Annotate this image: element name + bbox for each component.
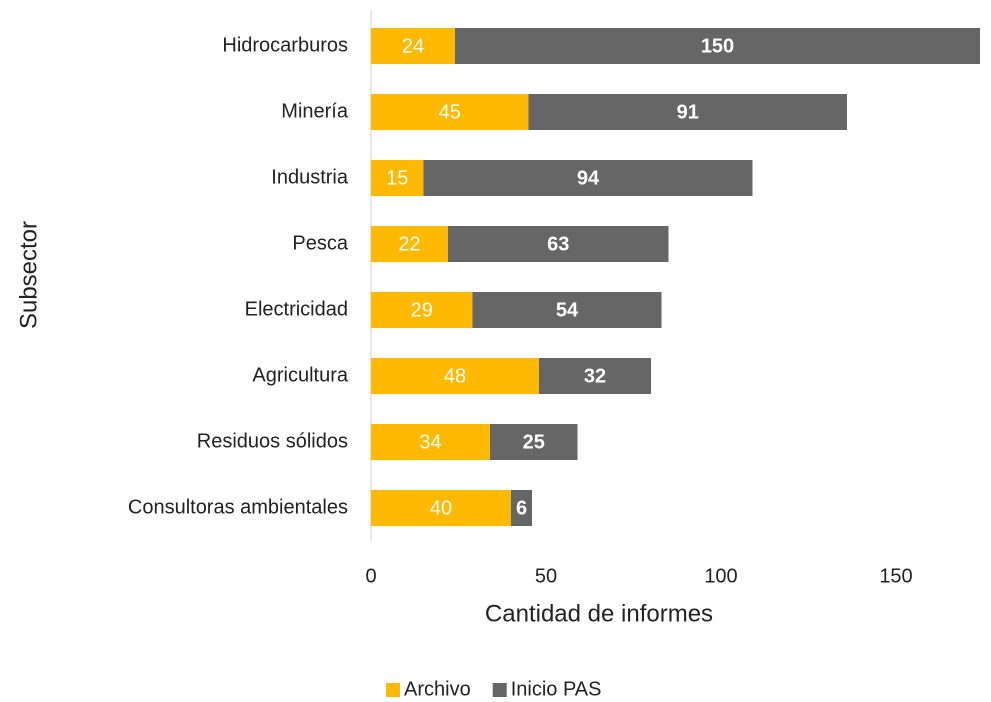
legend-label: Inicio PAS bbox=[511, 678, 602, 700]
bar-value-label: 63 bbox=[547, 233, 569, 255]
bar-segment bbox=[528, 94, 847, 130]
y-tick-label: Pesca bbox=[292, 232, 348, 254]
bar-value-label: 15 bbox=[386, 167, 408, 189]
y-tick-label: Minería bbox=[281, 100, 349, 122]
legend-swatch bbox=[492, 683, 507, 697]
bar-value-label: 150 bbox=[701, 35, 734, 57]
x-tick-label: 50 bbox=[535, 565, 557, 587]
bar-segment bbox=[448, 226, 669, 262]
bar-value-label: 6 bbox=[516, 497, 527, 519]
bar-segment bbox=[371, 226, 448, 262]
bar-segment bbox=[371, 358, 539, 394]
bar-value-label: 25 bbox=[523, 431, 545, 453]
y-tick-label: Residuos sólidos bbox=[197, 430, 348, 452]
y-tick-label: Consultoras ambientales bbox=[128, 496, 348, 518]
bar-value-label: 32 bbox=[584, 365, 606, 387]
bar-segment bbox=[490, 424, 578, 460]
bar-segment bbox=[511, 490, 532, 526]
bar-value-label: 91 bbox=[677, 101, 699, 123]
bar-value-label: 29 bbox=[411, 299, 433, 321]
bar-segment bbox=[472, 292, 662, 328]
y-tick-label: Hidrocarburos bbox=[222, 34, 348, 56]
bar-segment bbox=[371, 160, 424, 196]
x-tick-label: 150 bbox=[879, 565, 912, 587]
legend-swatch bbox=[386, 683, 400, 697]
bar-segment bbox=[371, 28, 455, 64]
bar-value-label: 40 bbox=[430, 497, 452, 519]
y-tick-label: Electricidad bbox=[245, 298, 348, 320]
bar-segment bbox=[423, 160, 753, 196]
bar-segment bbox=[371, 94, 529, 130]
bar-value-label: 22 bbox=[398, 233, 420, 255]
y-tick-label: Industria bbox=[271, 166, 349, 188]
bar-segment bbox=[455, 28, 980, 64]
bar-value-label: 45 bbox=[439, 101, 461, 123]
y-axis-label: Subsector bbox=[15, 221, 42, 329]
x-axis-label: Cantidad de informes bbox=[485, 600, 713, 627]
bar-segment bbox=[539, 358, 651, 394]
x-tick-label: 0 bbox=[365, 565, 376, 587]
bar-value-label: 34 bbox=[419, 431, 441, 453]
bar-segment bbox=[371, 292, 473, 328]
legend-label: Archivo bbox=[404, 678, 471, 700]
y-tick-label: Agricultura bbox=[252, 364, 348, 386]
bar-value-label: 48 bbox=[444, 365, 466, 387]
bar-segment bbox=[371, 424, 490, 460]
bar-value-label: 54 bbox=[556, 299, 579, 321]
bar-value-label: 94 bbox=[577, 167, 600, 189]
bar-value-label: 24 bbox=[402, 35, 424, 57]
bar-segment bbox=[371, 490, 511, 526]
x-tick-label: 100 bbox=[704, 565, 737, 587]
